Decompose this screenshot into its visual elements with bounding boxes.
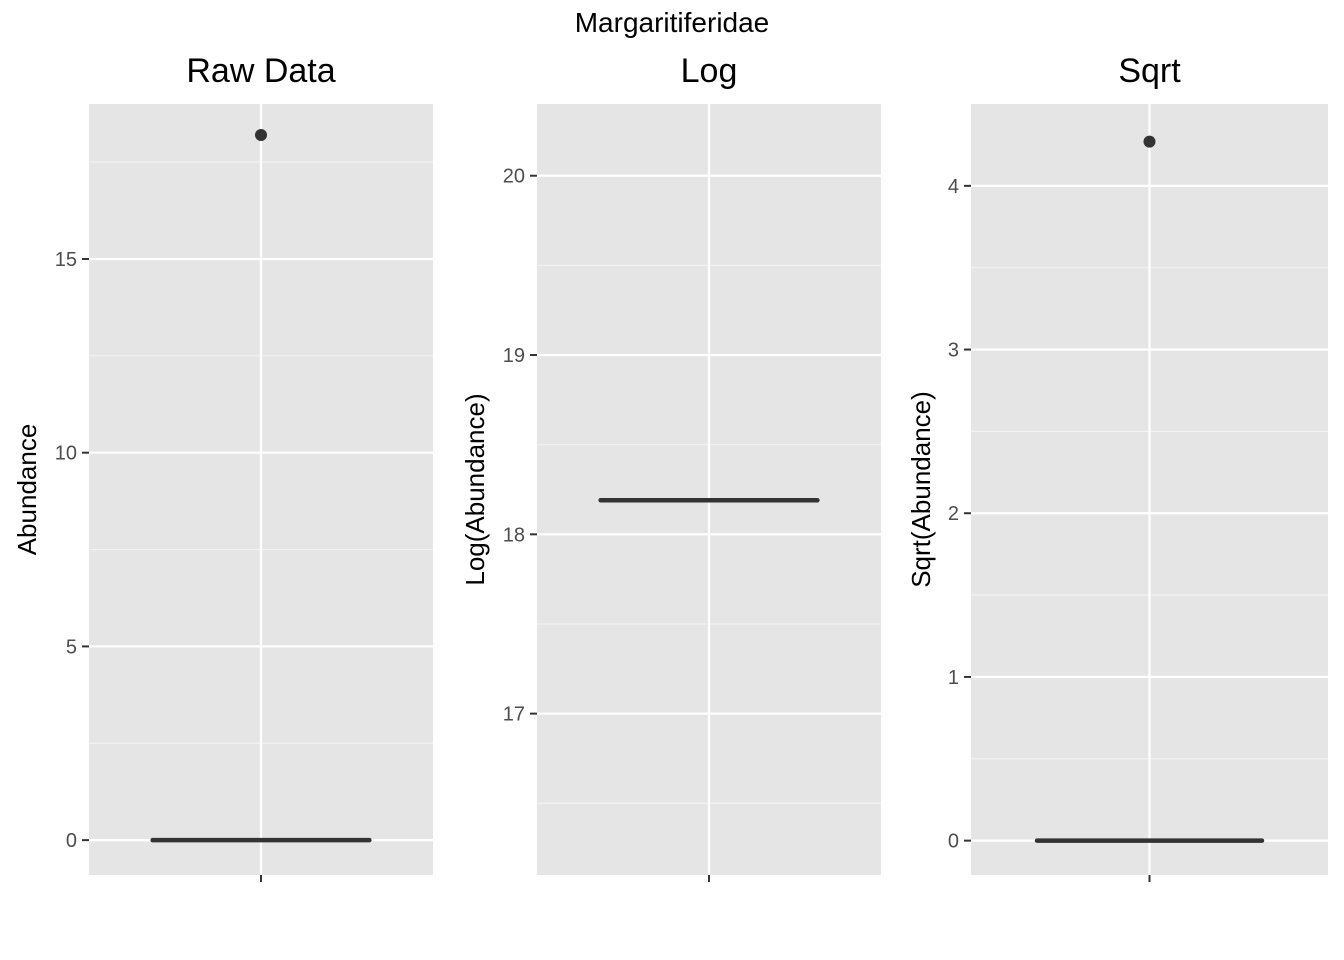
- y-tick-label: 5: [66, 636, 77, 658]
- y-tick-label: 3: [948, 340, 959, 362]
- y-tick-label: 0: [948, 831, 959, 853]
- y-axis-title: Sqrt(Abundance): [906, 391, 936, 588]
- y-tick-label: 10: [55, 443, 77, 465]
- panel-title: Log: [681, 52, 738, 90]
- panel-raw-data: 0 5 10 15 Raw Data Abundance: [12, 52, 433, 882]
- outlier-point: [1143, 135, 1156, 148]
- panel-log: 17 18 19 20 Log Log(Abundance): [460, 52, 881, 882]
- y-tick-label: 1: [948, 667, 959, 689]
- y-tick-label: 2: [948, 503, 959, 525]
- panel-sqrt: 0 1 2 3 4 Sqrt Sqrt(Abundance): [906, 52, 1328, 882]
- panel-title: Sqrt: [1118, 52, 1181, 90]
- y-tick-label: 19: [503, 345, 525, 367]
- panel-title: Raw Data: [186, 52, 335, 90]
- y-tick-label: 15: [55, 249, 77, 271]
- outlier-point: [255, 128, 267, 141]
- y-tick-label: 17: [503, 704, 525, 726]
- y-tick-label: 20: [503, 166, 525, 188]
- y-tick-label: 4: [948, 176, 959, 198]
- y-axis-title: Log(Abundance): [460, 393, 490, 585]
- y-axis-title: Abundance: [12, 424, 42, 556]
- y-tick-label: 0: [66, 830, 77, 852]
- y-tick-label: 18: [503, 524, 525, 546]
- figure-title: Margaritiferidae: [575, 7, 770, 38]
